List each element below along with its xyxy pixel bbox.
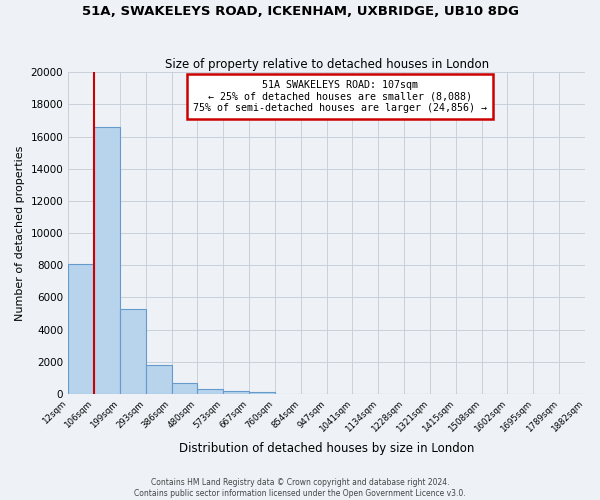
Text: Contains HM Land Registry data © Crown copyright and database right 2024.
Contai: Contains HM Land Registry data © Crown c…	[134, 478, 466, 498]
Bar	[197, 389, 223, 394]
Bar	[223, 392, 249, 394]
Bar	[146, 365, 172, 394]
Bar	[172, 382, 197, 394]
Bar	[68, 264, 94, 394]
Text: 51A SWAKELEYS ROAD: 107sqm
← 25% of detached houses are smaller (8,088)
75% of s: 51A SWAKELEYS ROAD: 107sqm ← 25% of deta…	[193, 80, 487, 113]
Bar	[120, 308, 146, 394]
Bar	[94, 127, 120, 394]
Y-axis label: Number of detached properties: Number of detached properties	[15, 146, 25, 320]
X-axis label: Distribution of detached houses by size in London: Distribution of detached houses by size …	[179, 442, 474, 455]
Bar	[249, 392, 275, 394]
Title: Size of property relative to detached houses in London: Size of property relative to detached ho…	[164, 58, 488, 71]
Text: 51A, SWAKELEYS ROAD, ICKENHAM, UXBRIDGE, UB10 8DG: 51A, SWAKELEYS ROAD, ICKENHAM, UXBRIDGE,…	[82, 5, 518, 18]
